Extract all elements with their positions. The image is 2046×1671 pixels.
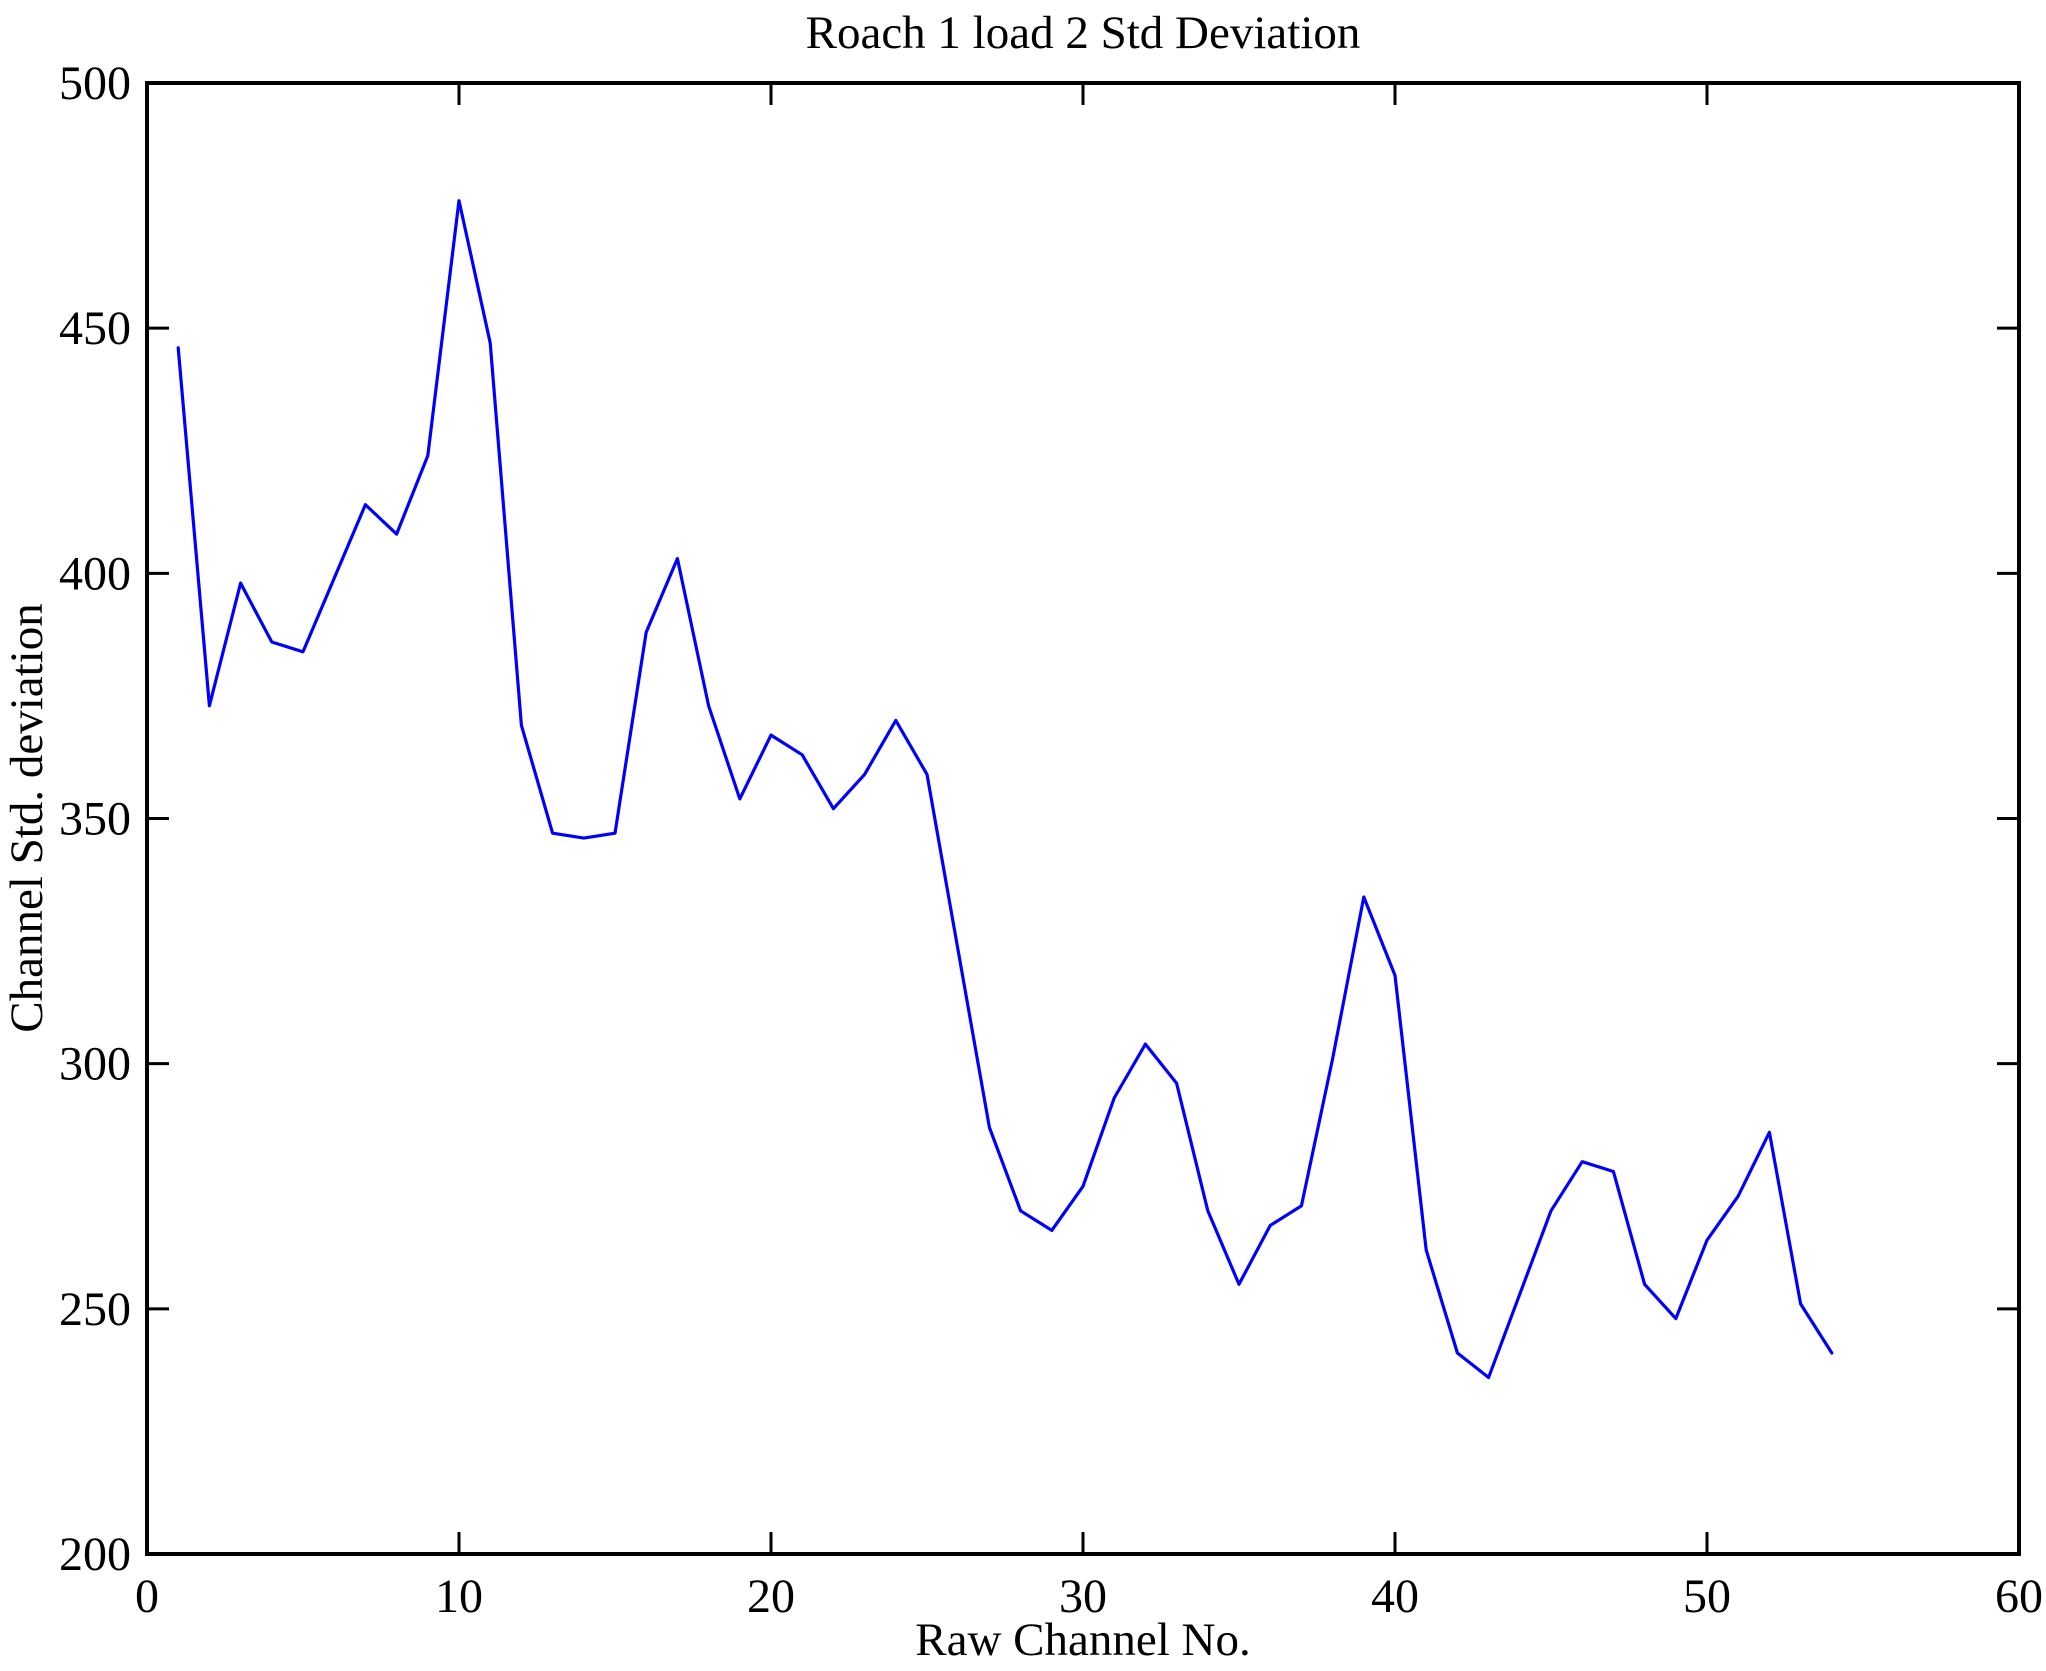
chart-title: Roach 1 load 2 Std Deviation bbox=[806, 7, 1361, 59]
axis-tick-labels: 0 10 20 30 40 50 60 200 250 300 350 400 450 500 bbox=[59, 57, 2043, 1623]
y-tick-label: 300 bbox=[59, 1038, 131, 1091]
y-tick-label: 450 bbox=[59, 302, 131, 355]
y-tick-label: 200 bbox=[59, 1528, 131, 1581]
x-tick-label: 10 bbox=[435, 1570, 483, 1623]
plot-box bbox=[145, 81, 2021, 1556]
y-axis-label: Channel Std. deviation bbox=[1, 603, 53, 1032]
x-tick-label: 20 bbox=[747, 1570, 795, 1623]
y-tick-label: 400 bbox=[59, 547, 131, 600]
x-tick-label: 30 bbox=[1059, 1570, 1107, 1623]
x-axis-label: Raw Channel No. bbox=[915, 1614, 1250, 1666]
y-tick-label: 250 bbox=[59, 1283, 131, 1336]
data-series-line bbox=[176, 199, 1834, 1380]
axis-ticks bbox=[145, 81, 2021, 1556]
y-tick-label: 350 bbox=[59, 793, 131, 846]
x-tick-label: 60 bbox=[1995, 1570, 2043, 1623]
y-tick-label: 500 bbox=[59, 57, 131, 110]
x-tick-label: 0 bbox=[135, 1570, 159, 1623]
x-tick-label: 40 bbox=[1371, 1570, 1419, 1623]
x-tick-label: 50 bbox=[1683, 1570, 1731, 1623]
